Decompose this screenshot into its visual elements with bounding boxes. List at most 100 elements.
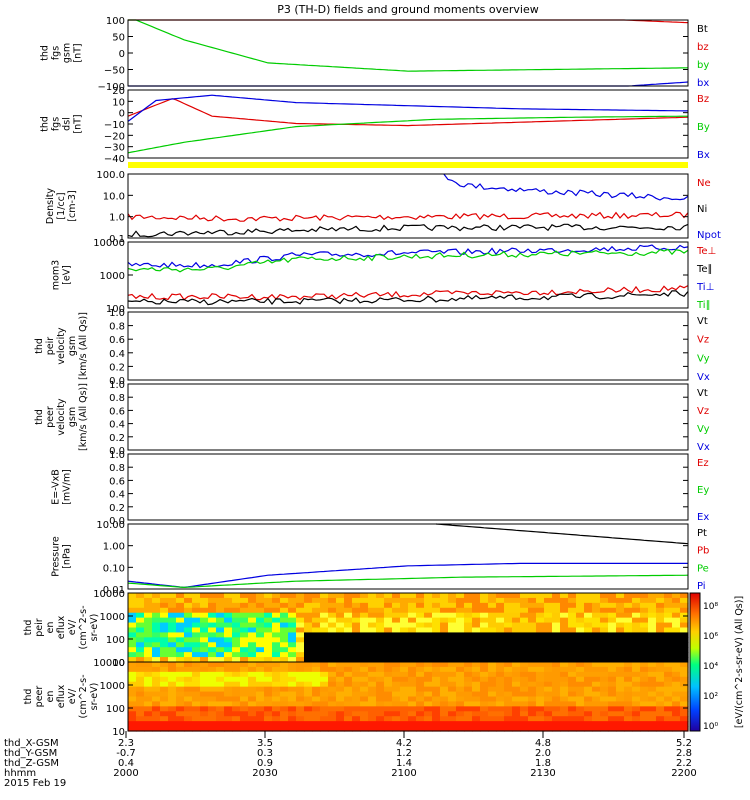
colorbar-tick-label: 10² (703, 692, 718, 702)
ephemeris-row-label: thd_Z-GSM (4, 758, 59, 769)
ephemeris-time: 2100 (391, 768, 416, 779)
ephemeris-time: 2030 (252, 768, 277, 779)
temperature-tick-label: 1000 (100, 271, 125, 282)
data-flag-bar (128, 162, 688, 168)
pressure-tick-label: 1.00 (103, 542, 125, 553)
pressure-series-Pi (127, 562, 688, 589)
peer_eflux-ylabel: eflux (56, 684, 67, 708)
peir_eflux-ylabel: eV/ (67, 619, 78, 635)
ephemeris-row-label: thd_Y-GSM (4, 748, 57, 759)
temperature-series-Te⊥ (127, 285, 689, 301)
density-legend-2: Npot (697, 230, 721, 241)
ephemeris-z: 0.4 (118, 758, 134, 769)
plot-title: P3 (TH-D) fields and ground moments over… (277, 3, 539, 16)
temperature-legend-2: Ti⊥ (696, 282, 714, 293)
peir_velocity-ylabel: gsm (67, 336, 78, 356)
pressure-ylabel: [nPa] (62, 544, 73, 569)
ephemeris-y: 2.0 (535, 748, 551, 759)
fgs_dsl-legend-2: Bx (697, 150, 710, 161)
ephemeris-y: 1.2 (396, 748, 412, 759)
peer_eflux-ylabel: peer (34, 686, 45, 708)
peir_velocity-tick-label: 0.0 (109, 376, 125, 387)
peer_velocity-legend-3: Vx (697, 442, 710, 453)
fgs_gsm-ylabel: thd (40, 45, 51, 61)
peer_eflux-spectrogram (128, 662, 689, 732)
peer_velocity-frame (127, 383, 689, 451)
pressure-legend-1: Pb (697, 546, 709, 557)
peir_eflux-spectrogram (128, 593, 689, 663)
peir_eflux-tick-label: 1000 (100, 612, 125, 623)
efield-tick-label: 0.2 (109, 503, 125, 514)
peir_eflux-ylabel: thd (23, 620, 34, 636)
peer_velocity-ylabel: peer (45, 406, 56, 428)
ephemeris-y: -0.7 (116, 748, 136, 759)
density-series-Ni (127, 223, 689, 238)
peer_eflux-tick-label: 1000 (100, 681, 125, 692)
pressure-tick-label: 10.00 (96, 520, 125, 531)
fgs_gsm-series-bx (128, 81, 689, 87)
colorbar-tick-label: 10⁶ (703, 632, 718, 642)
colorbar-tick-label: 10⁴ (703, 662, 718, 672)
peer_velocity-tick-label: 0.2 (109, 433, 125, 444)
efield-tick-label: 0.0 (109, 516, 125, 527)
peer_eflux-ylabel: sr-eV) (89, 683, 100, 711)
density-ylabel: [1/cc] (56, 192, 67, 219)
temperature-legend-0: Te⊥ (696, 246, 716, 257)
peir_eflux-tick-label: 10 (112, 658, 125, 669)
ephemeris-x: 4.2 (396, 738, 412, 749)
fgs_dsl-series-By (127, 115, 688, 154)
density-legend-0: Ne (697, 178, 711, 189)
peir_eflux-ylabel: peir (34, 618, 45, 637)
peir_eflux-ylabel: eflux (56, 615, 67, 639)
ephemeris-time: 2000 (113, 768, 138, 779)
peer_eflux-frame (127, 661, 689, 732)
fgs_gsm-legend-1: bz (697, 42, 709, 53)
peir_velocity-legend-3: Vx (697, 372, 710, 383)
temperature-ylabel: mom3 (51, 260, 62, 290)
ephemeris-row-label: hhmm (4, 768, 36, 779)
fgs_gsm-legend-3: bx (697, 78, 709, 89)
ephemeris-z: 0.9 (257, 758, 273, 769)
fgs_dsl-series-Bx (127, 94, 688, 122)
peer_velocity-tick-label: 1.0 (109, 380, 125, 391)
efield-tick-label: 1.0 (109, 450, 125, 461)
peer_velocity-tick-label: 0.8 (109, 393, 125, 404)
efield-legend-1: Ey (697, 485, 709, 496)
fgs_dsl-series-Bz (127, 98, 689, 127)
pressure-legend-2: Pe (697, 563, 709, 574)
ephemeris-y: 2.8 (676, 748, 692, 759)
pressure-series-Pt (435, 523, 689, 545)
fgs_gsm-tick-label: −50 (104, 66, 125, 77)
peir_velocity-legend-1: Vz (697, 335, 709, 346)
density-legend-1: Ni (697, 204, 707, 215)
peir_eflux-tick-label: 10000 (93, 589, 125, 600)
peer_velocity-tick-label: 0.6 (109, 406, 125, 417)
density-frame (127, 173, 689, 239)
peir_velocity-tick-label: 0.6 (109, 335, 125, 346)
temperature-ylabel: [eV] (62, 265, 73, 285)
fgs_gsm-legend-2: by (697, 60, 709, 71)
peer_velocity-ylabel: velocity (56, 398, 67, 436)
ephemeris-z: 2.2 (676, 758, 692, 769)
ephemeris-z: 1.4 (396, 758, 412, 769)
ephemeris-x: 2.3 (118, 738, 134, 749)
pressure-tick-label: 0.10 (103, 563, 125, 574)
peir_velocity-ylabel: peir (45, 337, 56, 356)
density-tick-label: 0.1 (109, 234, 125, 245)
density-series-Npot (443, 173, 689, 201)
peer_velocity-ylabel: gsm (67, 407, 78, 427)
peir_eflux-ylabel: en (45, 622, 56, 634)
efield-frame (127, 453, 689, 521)
peir_eflux-ylabel: sr-eV) (89, 614, 100, 642)
ephemeris-x: 3.5 (257, 738, 273, 749)
peir_velocity-frame (127, 311, 689, 381)
fgs_dsl-tick-label: −10 (104, 120, 125, 131)
ephemeris-y: 0.3 (257, 748, 273, 759)
peer_velocity-tick-label: 0.4 (109, 420, 125, 431)
fgs_gsm-tick-label: 50 (112, 33, 125, 44)
fgs_dsl-frame (127, 89, 689, 159)
temperature-tick-label: 100 (106, 304, 125, 315)
peir_velocity-tick-label: 1.0 (109, 308, 125, 319)
colorbar-tick-label: 10⁸ (703, 602, 718, 612)
